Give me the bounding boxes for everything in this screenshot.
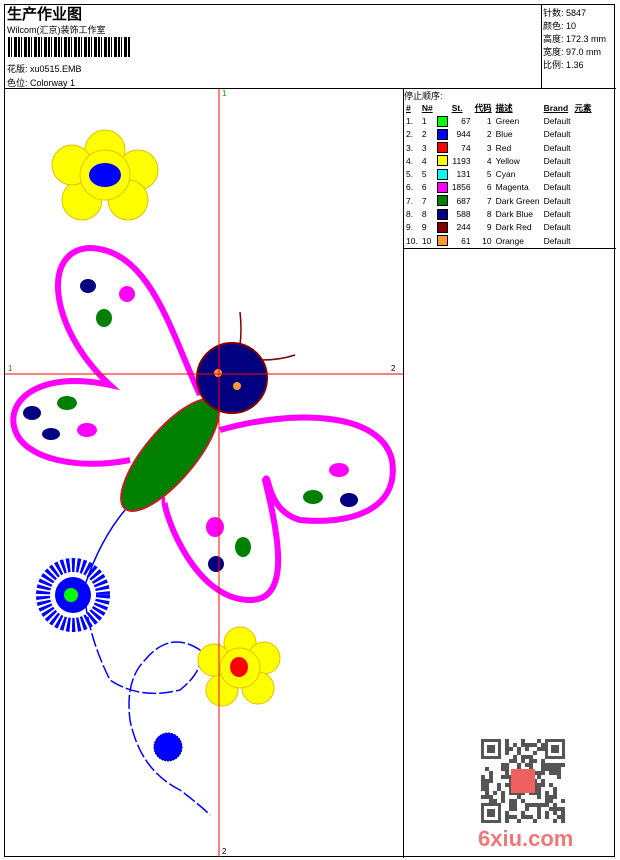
info-colors: 颜色: 10	[543, 21, 577, 31]
color-swatch	[436, 115, 448, 127]
color-swatch	[436, 155, 448, 167]
color-row: 7. 7 687 7 Dark Green Default	[406, 195, 571, 207]
antennae	[239, 311, 296, 361]
color-swatch	[436, 168, 448, 180]
divider	[541, 4, 542, 88]
company-name: Wilcom(汇京)装饰工作室	[7, 25, 106, 35]
stop-sequence-table: # N# St. 代码 描述 Brand 元素 1. 1 67 1 Green Default 2.…	[406, 102, 592, 247]
color-swatch	[436, 221, 448, 233]
color-row: 2. 2 944 2 Blue Default	[406, 128, 571, 140]
info-width: 宽度: 97.0 mm	[543, 47, 602, 57]
info-stitches: 针数: 5847	[543, 8, 587, 18]
color-swatch	[436, 142, 448, 154]
color-swatch	[436, 235, 448, 247]
barcode	[8, 37, 130, 57]
qr-code	[481, 739, 565, 823]
color-row: 4. 4 1193 4 Yellow Default	[406, 155, 571, 167]
axis-label-bottom: 2	[222, 847, 227, 856]
axis-label-left: 1	[8, 364, 13, 373]
watermark: 6xiu.com	[478, 826, 574, 851]
blue-dot-flower	[153, 732, 183, 762]
axis-label-top: 1	[222, 89, 227, 98]
design-label: 花版:	[7, 64, 28, 74]
axis-label-right: 2	[391, 364, 396, 373]
blue-flower	[36, 558, 110, 632]
colorway-value: Colorway 1	[30, 78, 76, 88]
blue-stems	[84, 509, 211, 816]
color-row: 3. 3 74 3 Red Default	[406, 142, 571, 154]
colorway-label: 色位:	[7, 78, 28, 88]
yellow-flower-top	[51, 129, 159, 221]
divider	[4, 88, 616, 89]
info-height: 高度: 172.3 mm	[543, 34, 607, 44]
yellow-flower-bottom	[197, 626, 281, 707]
color-swatch	[436, 128, 448, 140]
butterfly-head	[196, 342, 268, 414]
color-swatch	[436, 208, 448, 220]
embroidery-preview	[5, 89, 403, 857]
color-swatch	[436, 195, 448, 207]
color-row: 1. 1 67 1 Green Default	[406, 115, 571, 127]
stop-sequence-title: 停止顺序:	[404, 91, 443, 101]
page-title: 生产作业图	[7, 5, 83, 23]
seal-stamp	[511, 769, 535, 793]
butterfly-wings	[10, 244, 396, 604]
color-row: 5. 5 131 5 Cyan Default	[406, 168, 571, 180]
design-row: 花版: xu0515.EMB	[7, 62, 82, 75]
divider	[403, 248, 616, 249]
color-row: 6. 6 1856 6 Magenta Default	[406, 182, 571, 194]
page-frame	[4, 4, 615, 857]
colorway-row: 色位: Colorway 1	[7, 76, 75, 89]
color-row: 9. 9 244 9 Dark Red Default	[406, 221, 571, 233]
design-file: xu0515.EMB	[30, 64, 82, 74]
color-swatch	[436, 182, 448, 194]
color-row: 8. 8 588 8 Dark Blue Default	[406, 208, 571, 220]
divider	[403, 88, 404, 858]
color-row: 10. 10 61 10 Orange Default	[406, 235, 571, 247]
info-scale: 比例: 1.36	[543, 60, 584, 70]
